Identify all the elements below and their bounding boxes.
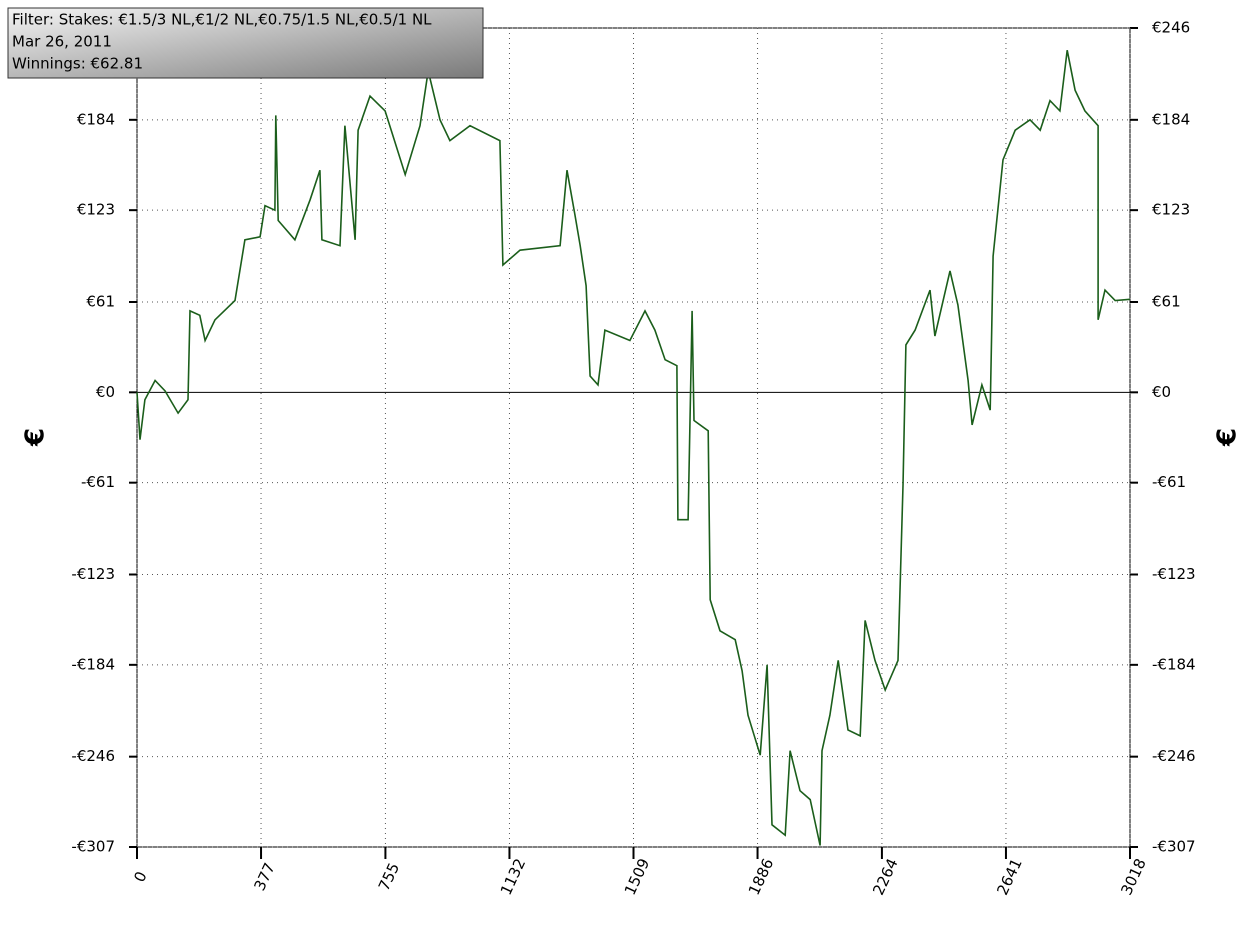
x-tick-label: 377 [250,860,278,894]
y-tick-label: -€123 [71,565,115,583]
x-tick-label: 0 [130,869,150,885]
plot-frame [136,27,1131,848]
info-line: Filter: Stakes: €1.5/3 NL,€1/2 NL,€0.75/… [12,11,432,29]
y-tick-label: -€307 [71,838,115,856]
y2-axis-label: € [1213,428,1243,447]
x-tick-label: 1509 [621,856,653,898]
y-tick-label: -€61 [81,473,115,491]
y2-tick-label: €246 [1152,19,1190,37]
y2-tick-label: €123 [1152,201,1190,219]
y-tick-label: -€246 [71,747,115,765]
y2-tick-label: €0 [1152,383,1171,401]
y-tick-label: €0 [96,383,115,401]
y2-tick-label: -€61 [1152,473,1186,491]
x-tick-label: 2641 [993,856,1025,898]
y-tick-label: €61 [86,292,115,310]
x-tick-label: 2264 [869,856,901,898]
y2-tick-label: €184 [1152,110,1190,128]
line [136,50,1131,846]
info-bg [7,7,484,79]
x-tick-label: 1886 [745,856,777,898]
y-tick-label: €123 [77,201,115,219]
y2-tick-label: -€123 [1152,565,1196,583]
y2-tick-label: -€307 [1152,838,1196,856]
y-axis-label: € [21,428,51,447]
y2-tick-label: -€246 [1152,747,1196,765]
info-box: Filter: Stakes: €1.5/3 NL,€1/2 NL,€0.75/… [7,7,484,79]
y-tick-label: €184 [77,110,115,128]
y2-tick-label: €61 [1152,292,1181,310]
x-tick-label: 3018 [1117,856,1149,898]
y-tick-label: -€184 [71,655,115,673]
y2-tick-label: -€184 [1152,655,1196,673]
info-line: Winnings: €62.81 [12,55,143,73]
x-tick-label: 1132 [497,856,529,898]
x-tick-label: 755 [375,860,403,894]
info-line: Mar 26, 2011 [12,33,112,51]
